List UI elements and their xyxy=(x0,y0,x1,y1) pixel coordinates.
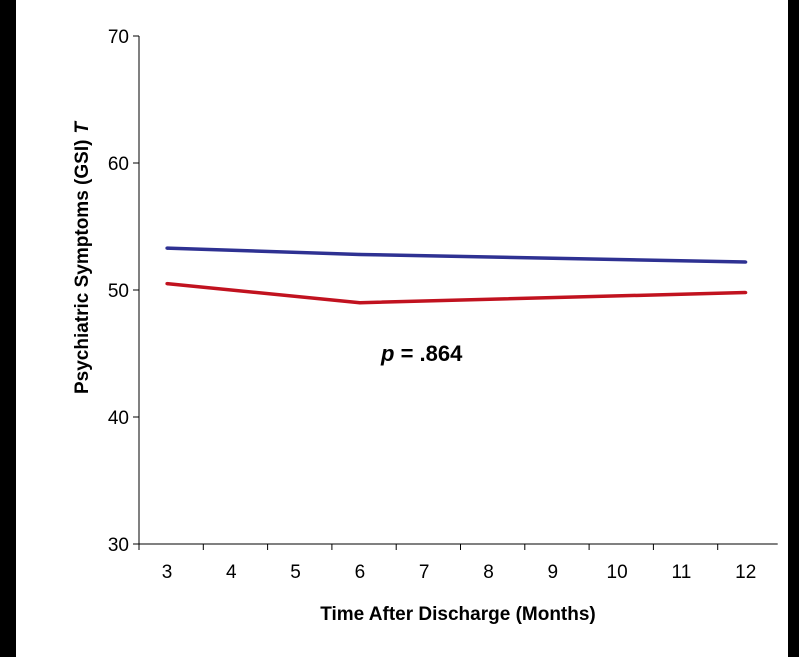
series-1-point xyxy=(165,246,169,250)
x-tick-label: 6 xyxy=(355,562,366,583)
x-tick-label: 8 xyxy=(483,562,494,583)
x-axis-title: Time After Discharge (Months) xyxy=(320,604,596,625)
series-1-point xyxy=(744,260,748,264)
x-ticks: 3 4 5 6 7 8 9 10 11 12 xyxy=(138,544,756,583)
y-tick-label: 30 xyxy=(108,535,129,556)
series-lines xyxy=(165,246,748,305)
y-tick-label: 40 xyxy=(108,408,129,429)
x-tick-label: 4 xyxy=(226,562,237,583)
y-ticks: 30 40 50 60 70 xyxy=(108,27,139,556)
series-2-point xyxy=(744,290,748,295)
p-value-italic: p xyxy=(380,341,394,366)
x-tick-label: 10 xyxy=(607,562,628,583)
x-tick-label: 12 xyxy=(735,562,756,583)
p-value-annotation: p = .864 xyxy=(380,341,463,366)
x-tick-label: 3 xyxy=(162,562,173,583)
x-tick-label: 11 xyxy=(672,562,692,583)
series-2-point xyxy=(358,301,362,305)
y-tick-label: 50 xyxy=(108,281,129,302)
series-2-point xyxy=(165,282,169,286)
series-line-2 xyxy=(166,281,746,305)
x-tick-label: 5 xyxy=(290,562,301,583)
y-tick-label: 70 xyxy=(108,27,129,48)
y-tick-label: 60 xyxy=(108,154,129,175)
p-value-text: = .864 xyxy=(394,341,463,366)
series-line-1 xyxy=(166,246,746,264)
y-axis-title-text: Psychiatric Symptoms (GSI) xyxy=(72,140,93,394)
line-chart: 30 40 50 60 70 3 4 5 6 7 8 9 10 11 12 Psychiatric Sym… xyxy=(72,27,778,625)
x-tick-label: 7 xyxy=(419,562,430,583)
y-axis-title: Psychiatric Symptoms (GSI) T xyxy=(72,121,93,394)
chart-frame: 30 40 50 60 70 3 4 5 6 7 8 9 10 11 12 Psychiatric Sym… xyxy=(16,0,788,657)
series-1-point xyxy=(358,252,362,257)
y-axis-title-italic: T xyxy=(72,121,93,134)
x-tick-label: 9 xyxy=(548,562,559,583)
